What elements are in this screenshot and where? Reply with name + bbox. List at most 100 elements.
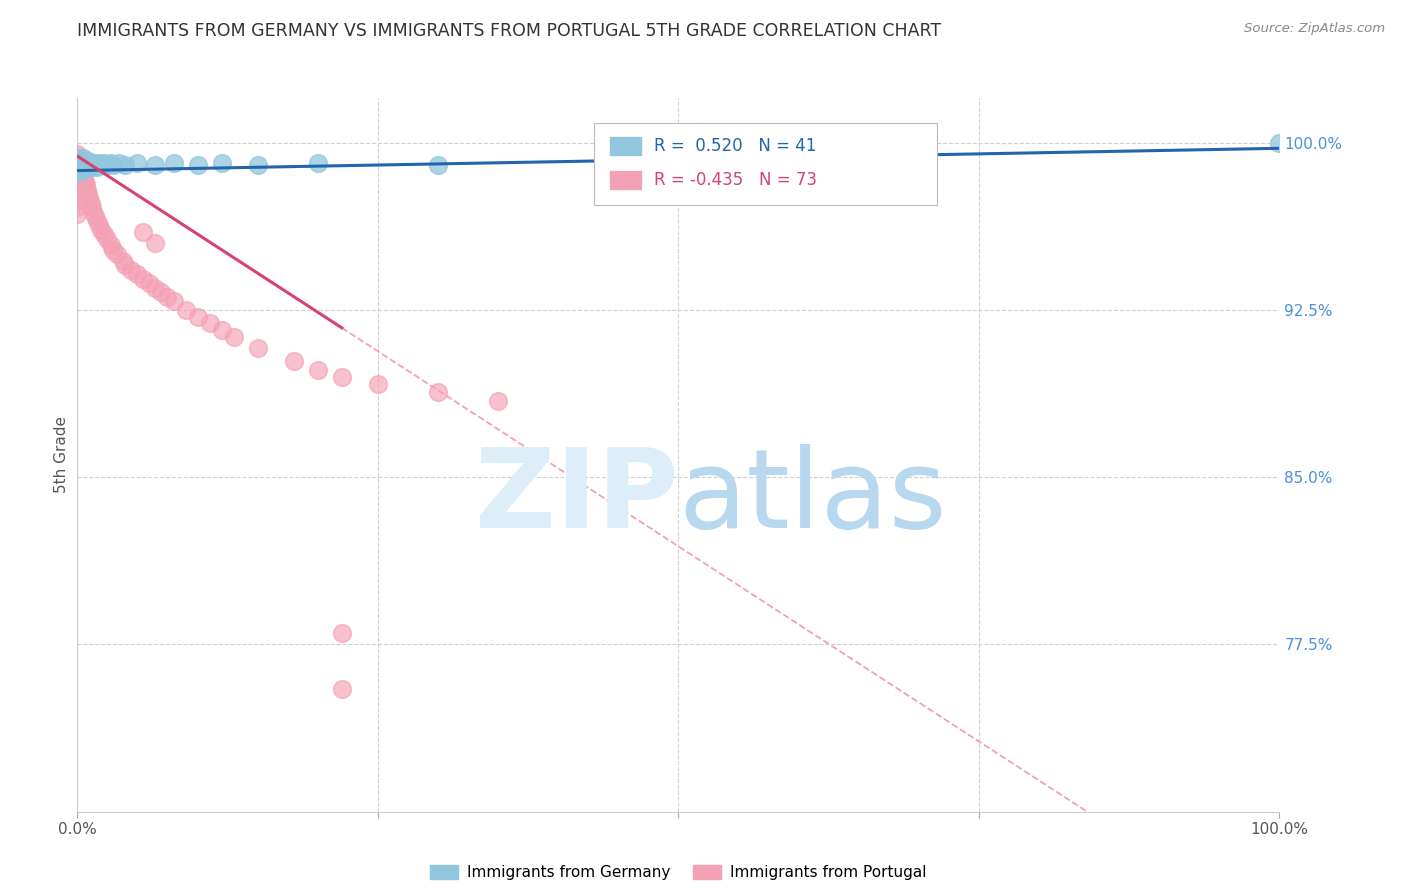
Point [72, 176, 94, 190]
Point [76, 161, 98, 175]
Point [86, 161, 108, 175]
FancyBboxPatch shape [609, 170, 643, 190]
Point [114, 158, 136, 172]
Point [79, 158, 101, 172]
Legend: Immigrants from Germany, Immigrants from Portugal: Immigrants from Germany, Immigrants from… [425, 859, 932, 886]
Point [87, 219, 110, 233]
Point [198, 316, 221, 330]
Point [70, 165, 93, 179]
Text: R =  0.520   N = 41: R = 0.520 N = 41 [654, 137, 817, 155]
Point [84, 210, 107, 224]
Point [70, 161, 93, 175]
Point [86, 214, 108, 228]
Point [427, 385, 450, 400]
Point [67, 158, 90, 172]
Point [79, 196, 101, 211]
Point [283, 354, 305, 368]
Point [67, 165, 90, 179]
Point [77, 153, 100, 168]
Point [73, 174, 96, 188]
Point [70, 180, 93, 194]
Point [70, 174, 93, 188]
Point [330, 626, 353, 640]
Point [145, 281, 167, 295]
Text: ZIP: ZIP [475, 444, 679, 551]
Point [73, 158, 96, 172]
Point [66, 201, 89, 215]
Point [127, 156, 149, 170]
Point [127, 268, 149, 282]
Point [87, 156, 110, 170]
Point [75, 156, 97, 170]
Point [848, 156, 870, 170]
Y-axis label: 5th Grade: 5th Grade [53, 417, 69, 493]
Point [70, 153, 93, 168]
Point [72, 169, 94, 184]
Point [77, 187, 100, 202]
Point [70, 171, 93, 186]
Point [211, 156, 233, 170]
Point [187, 158, 209, 172]
Point [93, 227, 115, 242]
Point [75, 178, 97, 193]
Text: R = -0.435   N = 73: R = -0.435 N = 73 [654, 171, 817, 189]
Point [156, 290, 179, 304]
Point [72, 152, 94, 166]
Point [69, 158, 91, 172]
Text: IMMIGRANTS FROM GERMANY VS IMMIGRANTS FROM PORTUGAL 5TH GRADE CORRELATION CHART: IMMIGRANTS FROM GERMANY VS IMMIGRANTS FR… [77, 22, 942, 40]
Text: Source: ZipAtlas.com: Source: ZipAtlas.com [1244, 22, 1385, 36]
Point [69, 165, 91, 179]
Text: atlas: atlas [679, 444, 946, 551]
Point [174, 303, 197, 318]
Point [120, 263, 142, 277]
Point [145, 236, 167, 251]
Point [67, 161, 90, 175]
Point [69, 176, 91, 190]
Point [67, 171, 90, 186]
Point [427, 158, 450, 172]
Point [66, 180, 89, 194]
Point [307, 363, 329, 377]
Point [77, 158, 100, 172]
Point [69, 156, 91, 170]
FancyBboxPatch shape [595, 123, 936, 205]
Point [82, 205, 104, 219]
Point [67, 152, 90, 166]
Point [66, 174, 89, 188]
Point [73, 180, 96, 194]
Point [79, 192, 101, 206]
Point [70, 156, 93, 170]
Point [66, 161, 89, 175]
Point [90, 223, 112, 237]
Point [70, 162, 93, 177]
Point [70, 161, 93, 175]
Point [67, 152, 90, 166]
Point [80, 201, 103, 215]
Point [75, 185, 97, 199]
Point [132, 225, 155, 239]
Point [72, 158, 94, 172]
Point [108, 156, 131, 170]
Point [486, 394, 509, 409]
Point [100, 156, 122, 170]
Point [211, 323, 233, 337]
Point [330, 370, 353, 384]
Point [69, 162, 91, 177]
Point [105, 247, 128, 261]
Point [66, 207, 89, 221]
Point [162, 294, 184, 309]
Point [1268, 136, 1291, 150]
Point [90, 158, 112, 172]
Point [96, 232, 118, 246]
Point [66, 167, 89, 181]
Point [100, 238, 122, 252]
Point [138, 277, 160, 291]
Point [76, 183, 98, 197]
Point [69, 169, 91, 184]
Point [79, 156, 101, 170]
Point [70, 178, 93, 193]
Point [70, 167, 93, 181]
Point [66, 153, 89, 168]
Point [66, 194, 89, 208]
Point [84, 158, 107, 172]
